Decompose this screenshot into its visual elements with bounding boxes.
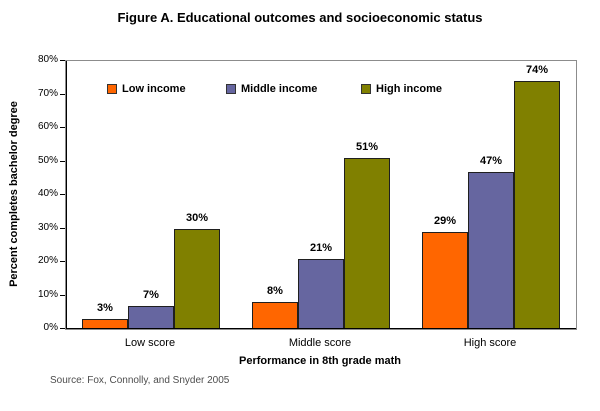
y-tick-label: 20%	[37, 255, 58, 266]
plot-area: 3% 7% 30% 8% 21% 51% 29% 47% 74% Low income Middle…	[65, 60, 577, 330]
y-tick-mark	[60, 93, 65, 95]
legend-label: Middle income	[241, 83, 318, 95]
bar-value-label: 3%	[97, 301, 113, 314]
bar-middle-income	[468, 171, 514, 329]
bar-value-label: 74%	[525, 64, 549, 77]
bar-low-income	[422, 231, 468, 329]
legend-swatch-icon	[226, 84, 236, 94]
bar-value-label: 29%	[433, 214, 457, 227]
y-tick-mark	[60, 194, 65, 195]
y-tick-label: 80%	[37, 54, 58, 65]
bar-value-label: 8%	[267, 285, 283, 298]
y-tick-mark	[60, 60, 65, 61]
y-tick-mark	[60, 160, 65, 162]
y-tick-mark	[60, 261, 65, 262]
y-tick-label: 70%	[37, 87, 58, 99]
legend-label: High income	[376, 83, 443, 95]
y-tick-mark	[60, 127, 65, 128]
bar-value-label: 51%	[355, 141, 379, 154]
bar-value-label: 30%	[185, 211, 209, 224]
bar-value-label: 7%	[143, 288, 159, 301]
bar-value-label: 21%	[309, 241, 333, 254]
x-category-label: Low score	[124, 337, 176, 349]
x-category-label: Middle score	[288, 337, 352, 349]
y-tick-mark	[60, 328, 65, 329]
y-tick-label: 10%	[37, 288, 58, 300]
bar-middle-income	[298, 258, 344, 329]
legend-swatch-icon	[107, 84, 117, 94]
x-category-label: High score	[463, 337, 517, 349]
bar-value-label: 47%	[479, 154, 503, 167]
legend-item-high-income: High income	[361, 83, 442, 95]
bar-high-income	[344, 158, 390, 329]
legend-item-low-income: Low income	[107, 83, 186, 95]
y-tick-label: 40%	[37, 188, 58, 199]
x-axis-title: Performance in 8th grade math	[239, 355, 401, 367]
y-tick-label: 30%	[37, 221, 58, 233]
source-note: Source: Fox, Connolly, and Snyder 2005	[50, 375, 230, 386]
bar-low-income	[252, 302, 298, 329]
legend-item-middle-income: Middle income	[226, 83, 317, 95]
x-axis-line	[66, 328, 576, 329]
chart-title: Figure A. Educational outcomes and socio…	[117, 10, 483, 25]
bar-high-income	[174, 228, 220, 329]
legend-label: Low income	[122, 83, 186, 95]
legend-swatch-icon	[361, 84, 371, 94]
y-tick-label: 50%	[37, 154, 58, 166]
y-tick-mark	[60, 227, 65, 229]
y-axis-line	[66, 61, 67, 329]
y-tick-label: 0%	[43, 322, 58, 333]
y-tick-mark	[60, 294, 65, 296]
y-tick-label: 60%	[37, 121, 58, 132]
bar-high-income	[514, 81, 560, 329]
